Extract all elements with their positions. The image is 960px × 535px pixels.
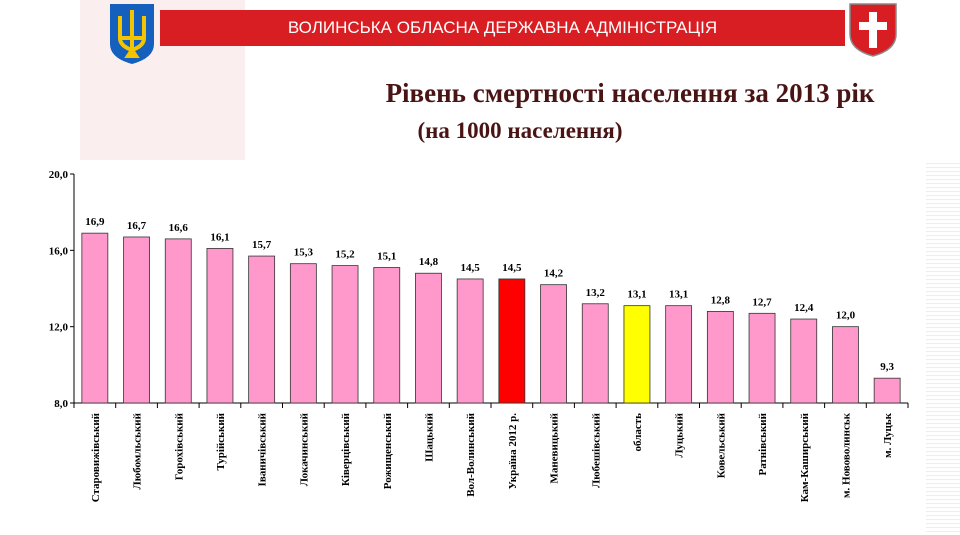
bar bbox=[623, 305, 651, 404]
data-label: 14,2 bbox=[544, 268, 564, 280]
bar bbox=[498, 278, 526, 404]
data-label: 15,3 bbox=[294, 247, 314, 259]
x-tick-label: Горохівський bbox=[173, 412, 185, 480]
bar bbox=[665, 305, 693, 404]
data-label: 12,7 bbox=[752, 296, 772, 308]
data-label: 15,7 bbox=[252, 239, 272, 251]
decorative-stripes bbox=[926, 160, 960, 535]
x-tick-label: область bbox=[632, 413, 644, 452]
bar bbox=[873, 377, 901, 404]
data-label: 12,8 bbox=[711, 294, 731, 306]
bar bbox=[832, 326, 859, 404]
x-tick-label: м. Нововолинськ bbox=[840, 412, 852, 498]
x-tick-label: Любомльський bbox=[132, 412, 144, 489]
bar bbox=[248, 255, 276, 404]
bar bbox=[164, 238, 192, 404]
bar bbox=[748, 312, 776, 404]
data-label: 12,4 bbox=[794, 302, 814, 314]
bar bbox=[415, 272, 442, 404]
data-label: 14,8 bbox=[419, 256, 439, 268]
bar bbox=[81, 232, 109, 404]
data-label: 15,2 bbox=[335, 249, 355, 261]
bar bbox=[706, 310, 734, 404]
x-tick-label: Рожищенський bbox=[382, 412, 394, 489]
chart-area bbox=[60, 160, 926, 535]
bar bbox=[373, 267, 401, 404]
data-label: 16,7 bbox=[127, 220, 147, 232]
bar bbox=[331, 265, 359, 404]
x-tick-label: Кам-Каширський bbox=[799, 412, 811, 502]
data-label: 15,1 bbox=[377, 251, 396, 263]
x-tick-label: Шацький bbox=[423, 412, 435, 461]
x-tick-label: Маневицький bbox=[549, 412, 561, 483]
y-tick-label: 20,0 bbox=[49, 169, 69, 181]
x-tick-label: Любешівський bbox=[590, 412, 602, 488]
y-tick-label: 16,0 bbox=[49, 245, 69, 257]
bar bbox=[790, 318, 818, 404]
x-tick-label: Ковельський bbox=[715, 412, 727, 478]
data-label: 16,6 bbox=[169, 222, 189, 234]
y-tick-label: 8,0 bbox=[54, 398, 68, 410]
x-tick-label: Іваничівський bbox=[257, 412, 269, 486]
x-tick-label: Україна 2012 р. bbox=[507, 413, 519, 490]
bar bbox=[123, 236, 150, 404]
ukraine-trident-emblem-icon bbox=[110, 4, 154, 64]
data-label: 13,1 bbox=[669, 289, 688, 301]
data-label: 13,1 bbox=[627, 289, 646, 301]
data-label: 16,9 bbox=[85, 216, 105, 228]
y-tick-label: 12,0 bbox=[49, 322, 69, 334]
data-label: 16,1 bbox=[210, 231, 229, 243]
x-tick-label: Ратнівський bbox=[757, 412, 769, 475]
data-label: 14,5 bbox=[502, 262, 522, 274]
data-label: 9,3 bbox=[880, 361, 894, 373]
bar bbox=[540, 284, 567, 404]
x-tick-label: Старовижівський bbox=[90, 412, 102, 502]
x-tick-label: м. Луцьк bbox=[882, 412, 894, 458]
page-subtitle: (на 1000 населення) bbox=[417, 118, 623, 143]
x-tick-label: Ківерцівський bbox=[340, 412, 352, 486]
x-tick-label: Турійський bbox=[215, 412, 227, 470]
page-title: Рівень смертності населення за 2013 рік bbox=[385, 78, 875, 108]
x-tick-label: Локачинський bbox=[298, 412, 310, 486]
x-tick-label: Луцький bbox=[674, 412, 686, 457]
bar bbox=[289, 263, 317, 404]
data-label: 12,0 bbox=[836, 310, 856, 322]
data-label: 14,5 bbox=[461, 262, 481, 274]
x-tick-label: Вол-Волинський bbox=[465, 412, 477, 496]
header-banner: ВОЛИНСЬКА ОБЛАСНА ДЕРЖАВНА АДМІНІСТРАЦІЯ bbox=[160, 10, 845, 46]
bar bbox=[456, 278, 484, 404]
bar bbox=[206, 248, 234, 404]
bar bbox=[581, 303, 609, 404]
volyn-coat-of-arms-icon bbox=[849, 3, 897, 57]
data-label: 13,2 bbox=[586, 287, 606, 299]
